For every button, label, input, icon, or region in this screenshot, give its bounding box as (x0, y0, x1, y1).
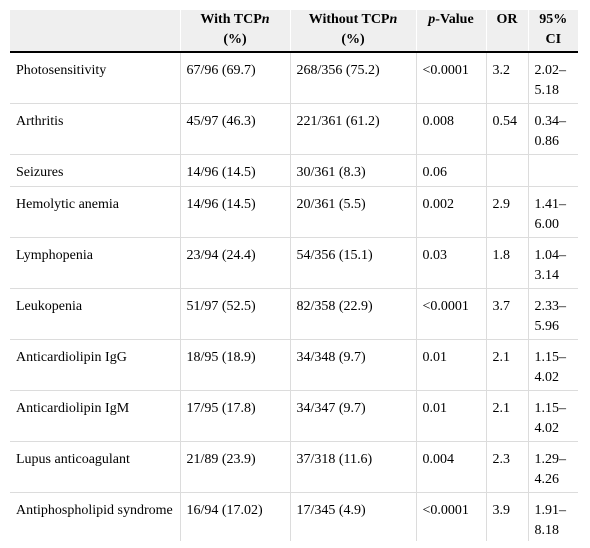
cell-variable: Seizures (10, 154, 180, 187)
table-row: Anticardiolipin IgG 18/95 (18.9) 34/348 … (10, 339, 578, 391)
cell-without-tcpn: 54/356 (15.1) (289, 237, 416, 289)
cell-variable: Lupus anticoagulant (10, 441, 180, 493)
cell-without-tcpn: 17/345 (4.9) (289, 492, 416, 541)
header-with-tcpn-label: With TCP (200, 12, 262, 27)
table-row: Antiphospholipid syndrome 16/94 (17.02) … (10, 492, 578, 541)
header-without-tcpn-label: Without TCP (308, 12, 390, 27)
cell-p-value: 0.01 (415, 390, 486, 442)
cell-ci (527, 154, 578, 187)
results-table-container: With TCPn (%) Without TCPn (%) p-Value O… (10, 10, 578, 541)
header-with-tcpn-italic: n (261, 12, 270, 27)
cell-p-value: <0.0001 (415, 288, 486, 340)
cell-ci: 1.15–4.02 (527, 390, 578, 442)
cell-with-tcpn: 16/94 (17.02) (179, 492, 290, 541)
header-p-value-label: -Value (435, 12, 474, 27)
cell-without-tcpn: 20/361 (5.5) (289, 186, 416, 238)
cell-without-tcpn: 34/348 (9.7) (289, 339, 416, 391)
cell-with-tcpn: 21/89 (23.9) (179, 441, 290, 493)
cell-with-tcpn: 18/95 (18.9) (179, 339, 290, 391)
cell-or: 2.9 (485, 186, 528, 238)
cell-p-value: 0.01 (415, 339, 486, 391)
cell-without-tcpn: 268/356 (75.2) (289, 52, 416, 104)
cell-ci: 2.02–5.18 (527, 52, 578, 104)
results-table: With TCPn (%) Without TCPn (%) p-Value O… (10, 10, 578, 541)
cell-or (485, 154, 528, 187)
header-or-label: OR (496, 12, 518, 27)
header-ci: 95% CI (527, 10, 578, 53)
cell-without-tcpn: 37/318 (11.6) (289, 441, 416, 493)
cell-ci: 2.33–5.96 (527, 288, 578, 340)
header-ci-label: 95% (539, 12, 568, 27)
table-row: Photosensitivity 67/96 (69.7) 268/356 (7… (10, 52, 578, 104)
cell-variable: Lymphopenia (10, 237, 180, 289)
header-ci-unit: CI (545, 32, 562, 47)
cell-or: 2.1 (485, 339, 528, 391)
cell-variable: Arthritis (10, 103, 180, 155)
cell-or: 2.1 (485, 390, 528, 442)
table-body: Photosensitivity 67/96 (69.7) 268/356 (7… (10, 52, 578, 541)
header-p-value: p-Value (415, 10, 486, 53)
cell-with-tcpn: 51/97 (52.5) (179, 288, 290, 340)
cell-ci: 1.15–4.02 (527, 339, 578, 391)
cell-or: 0.54 (485, 103, 528, 155)
cell-or: 3.9 (485, 492, 528, 541)
cell-without-tcpn: 221/361 (61.2) (289, 103, 416, 155)
cell-ci: 1.29–4.26 (527, 441, 578, 493)
cell-with-tcpn: 17/95 (17.8) (179, 390, 290, 442)
cell-p-value: 0.06 (415, 154, 486, 187)
cell-without-tcpn: 82/358 (22.9) (289, 288, 416, 340)
cell-without-tcpn: 30/361 (8.3) (289, 154, 416, 187)
cell-with-tcpn: 14/96 (14.5) (179, 186, 290, 238)
cell-with-tcpn: 23/94 (24.4) (179, 237, 290, 289)
header-p-value-italic: p (428, 12, 436, 27)
table-row: Lymphopenia 23/94 (24.4) 54/356 (15.1) 0… (10, 237, 578, 289)
cell-ci: 0.34–0.86 (527, 103, 578, 155)
cell-p-value: <0.0001 (415, 492, 486, 541)
table-row: Anticardiolipin IgM 17/95 (17.8) 34/347 … (10, 390, 578, 442)
header-without-tcpn-italic: n (389, 12, 398, 27)
table-row: Arthritis 45/97 (46.3) 221/361 (61.2) 0.… (10, 103, 578, 155)
header-with-tcpn-unit: (%) (223, 32, 247, 47)
cell-variable: Antiphospholipid syndrome (16, 503, 173, 518)
cell-without-tcpn: 34/347 (9.7) (289, 390, 416, 442)
cell-p-value: <0.0001 (415, 52, 486, 104)
cell-variable: Hemolytic anemia (10, 186, 180, 238)
header-variable (10, 10, 180, 53)
cell-with-tcpn: 14/96 (14.5) (179, 154, 290, 187)
cell-p-value: 0.004 (415, 441, 486, 493)
cell-ci: 1.41–6.00 (527, 186, 578, 238)
cell-or: 2.3 (485, 441, 528, 493)
cell-variable: Leukopenia (10, 288, 180, 340)
header-with-tcpn: With TCPn (%) (179, 10, 290, 53)
header-without-tcpn-unit: (%) (341, 32, 365, 47)
cell-variable: Anticardiolipin IgM (10, 390, 180, 442)
table-row: Lupus anticoagulant 21/89 (23.9) 37/318 … (10, 441, 578, 493)
cell-with-tcpn: 67/96 (69.7) (179, 52, 290, 104)
cell-p-value: 0.002 (415, 186, 486, 238)
cell-with-tcpn: 45/97 (46.3) (179, 103, 290, 155)
header-or: OR (485, 10, 528, 53)
table-row: Seizures 14/96 (14.5) 30/361 (8.3) 0.06 (10, 154, 578, 187)
header-row: With TCPn (%) Without TCPn (%) p-Value O… (10, 10, 578, 53)
cell-ci: 1.91–8.18 (527, 492, 578, 541)
cell-or: 3.2 (485, 52, 528, 104)
cell-p-value: 0.008 (415, 103, 486, 155)
header-without-tcpn: Without TCPn (%) (289, 10, 416, 53)
cell-or: 3.7 (485, 288, 528, 340)
table-header: With TCPn (%) Without TCPn (%) p-Value O… (10, 10, 578, 53)
cell-variable: Photosensitivity (10, 52, 180, 104)
table-row: Leukopenia 51/97 (52.5) 82/358 (22.9) <0… (10, 288, 578, 340)
cell-variable: Anticardiolipin IgG (10, 339, 180, 391)
cell-or: 1.8 (485, 237, 528, 289)
cell-p-value: 0.03 (415, 237, 486, 289)
table-row: Hemolytic anemia 14/96 (14.5) 20/361 (5.… (10, 186, 578, 238)
cell-ci: 1.04–3.14 (527, 237, 578, 289)
